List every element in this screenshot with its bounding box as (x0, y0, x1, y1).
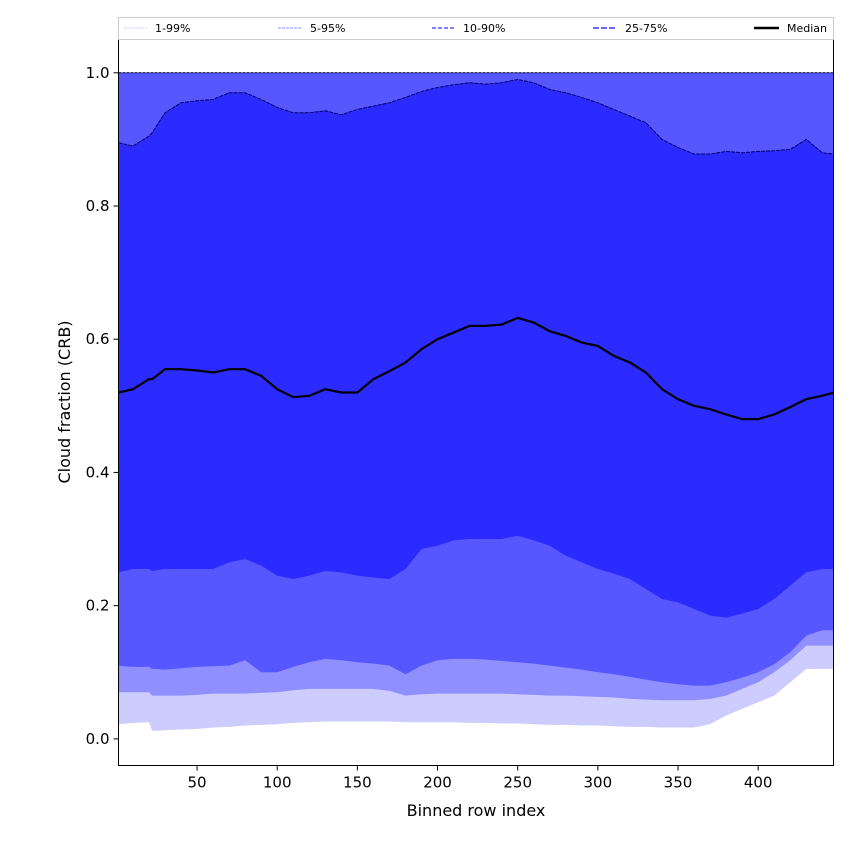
p75-line (118, 78, 834, 155)
x-tick-label: 100 (263, 774, 292, 792)
legend-box (118, 17, 834, 40)
x-ticks: 50 100 150 200 250 300 350 400 (188, 765, 773, 792)
x-tick-label: 400 (744, 774, 773, 792)
x-tick-label: 300 (584, 774, 613, 792)
legend: 1-99% 5-95% 10-90% 25-75% Median (118, 17, 834, 40)
legend-label-10-90: 10-90% (463, 22, 505, 35)
x-tick-label: 50 (188, 774, 207, 792)
y-tick-label: 1.0 (86, 64, 110, 82)
bands (118, 72, 834, 731)
legend-label-median: Median (787, 22, 827, 35)
x-axis-label: Binned row index (407, 801, 546, 820)
band-25-75 (118, 79, 834, 618)
lines (118, 72, 834, 421)
legend-label-25-75: 25-75% (625, 22, 667, 35)
y-tick-label: 0.8 (86, 197, 110, 215)
y-tick-label: 0.2 (86, 597, 110, 615)
x-tick-label: 200 (423, 774, 452, 792)
y-axis-label: Cloud fraction (CRB) (55, 320, 74, 483)
y-ticks: 0.0 0.2 0.4 0.6 0.8 1.0 (86, 64, 119, 748)
legend-label-5-95: 5-95% (310, 22, 345, 35)
y-tick-label: 0.6 (86, 330, 110, 348)
x-tick-label: 350 (664, 774, 693, 792)
median-line (118, 316, 834, 421)
x-tick-label: 150 (343, 774, 372, 792)
x-tick-label: 250 (503, 774, 532, 792)
legend-label-1-99: 1-99% (155, 22, 190, 35)
y-tick-label: 0.4 (86, 463, 110, 481)
y-tick-label: 0.0 (86, 730, 110, 748)
